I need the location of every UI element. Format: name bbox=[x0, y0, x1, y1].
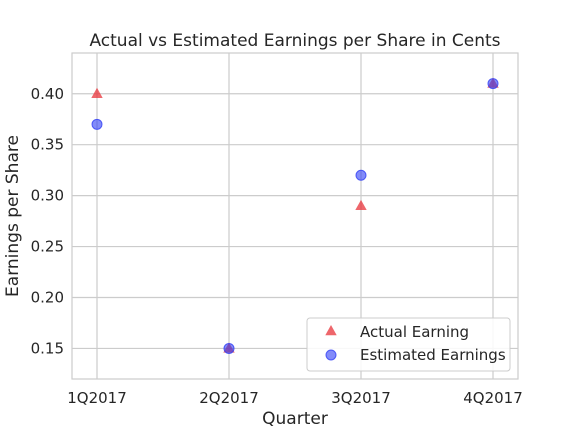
x-tick-labels: 1Q2017 2Q2017 3Q2017 4Q2017 bbox=[67, 389, 523, 407]
data-marks bbox=[91, 77, 499, 354]
legend-label-actual: Actual Earning bbox=[360, 323, 469, 341]
x-tick-label: 3Q2017 bbox=[331, 389, 391, 407]
x-axis-label: Quarter bbox=[262, 409, 328, 429]
y-tick-label: 0.30 bbox=[31, 187, 64, 205]
chart-title: Actual vs Estimated Earnings per Share i… bbox=[89, 31, 500, 51]
x-tick-label: 4Q2017 bbox=[463, 389, 523, 407]
estimated-earnings-point bbox=[91, 118, 103, 130]
y-axis-label: Earnings per Share bbox=[3, 135, 23, 297]
y-tick-label: 0.40 bbox=[31, 85, 64, 103]
y-tick-label: 0.15 bbox=[31, 339, 64, 357]
legend-marker-actual bbox=[325, 325, 337, 336]
y-tick-labels: 0.15 0.20 0.25 0.30 0.35 0.40 bbox=[31, 85, 64, 358]
y-tick-label: 0.35 bbox=[31, 136, 64, 154]
estimated-earnings-point bbox=[355, 169, 367, 181]
y-tick-label: 0.25 bbox=[31, 238, 64, 256]
x-tick-label: 2Q2017 bbox=[199, 389, 259, 407]
estimated-earnings-point bbox=[223, 342, 235, 354]
legend-box bbox=[306, 317, 511, 372]
legend-marker-estimated bbox=[325, 349, 337, 361]
estimated-earnings-point bbox=[487, 78, 499, 90]
actual-earning-point bbox=[91, 87, 103, 98]
x-tick-label: 1Q2017 bbox=[67, 389, 127, 407]
legend-label-estimated: Estimated Earnings bbox=[360, 346, 506, 364]
legend-items bbox=[325, 325, 337, 361]
y-tick-label: 0.20 bbox=[31, 289, 64, 307]
legend: Actual Earning Estimated Earnings bbox=[306, 317, 511, 372]
actual-earning-point bbox=[355, 199, 367, 211]
